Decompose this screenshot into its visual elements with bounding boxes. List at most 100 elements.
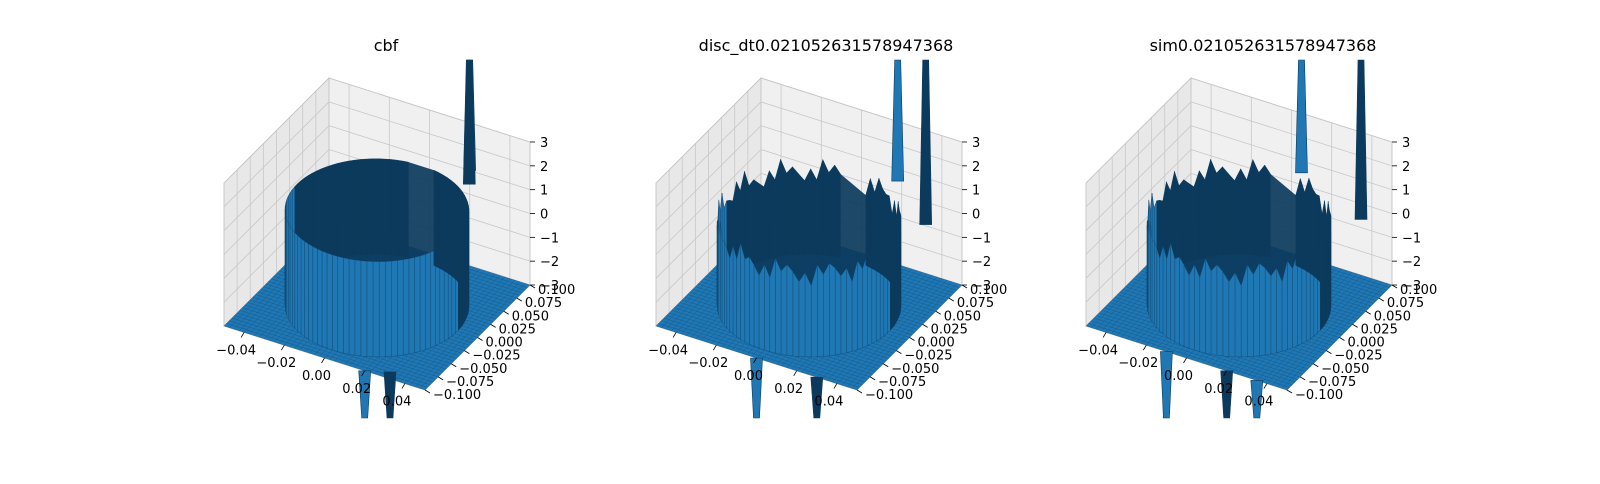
ring-wall-facet [327,165,332,262]
ring-wall-facet [397,260,403,356]
ring-wall-facet [745,171,750,268]
surface-spike [1160,352,1172,418]
ring-wall-facet [290,226,292,325]
ring-wall-facet [1171,243,1175,342]
ring-wall-facet [1199,171,1205,259]
subplot-sim: sim0.021052631578947368 −0.04−0.020.000.… [1078,36,1437,418]
ring-wall-facet [817,265,823,357]
y-tick-label: −0.025 [1334,349,1382,364]
z-tick-label: 1 [540,184,548,199]
x-tick [1264,384,1267,389]
ring-wall-facet [1241,169,1247,255]
ring-wall-facet [1157,248,1160,331]
subplot-title: cbf [374,36,399,55]
y-tick [962,285,967,288]
x-tick-label: 0.00 [1164,369,1193,384]
x-tick [241,332,244,337]
ring-wall-facet [799,174,805,255]
y-tick [910,338,915,341]
y-tick [1379,298,1384,301]
ring-wall-facet [1189,264,1194,350]
ring-wall-facet [355,260,361,356]
ring-wall-facet [367,261,373,357]
ring-wall-facet [447,177,451,275]
x-tick [402,384,405,389]
ring-wall-facet [1259,263,1265,356]
ring-wall-facet [895,201,897,291]
y-tick [1313,364,1318,367]
z-tick-label: −3 [1402,279,1421,294]
ring-wall-facet [438,172,442,270]
ring-wall-facet [781,265,787,356]
y-tick-label: −0.075 [878,375,926,390]
ring-wall-facet [835,268,841,355]
ring-wall-facet [403,259,409,355]
ring-wall-facet [764,264,769,351]
ring-wall-facet [443,175,447,273]
ring-wall-facet [1271,268,1277,354]
ring-wall-facet [883,189,886,278]
x-tick-label: −0.04 [648,343,688,358]
ring-wall-facet [1316,194,1319,281]
ring-wall-facet [403,161,409,257]
y-tick-label: −0.100 [865,388,913,403]
ring-wall-facet [1175,257,1180,344]
z-tick-label: −3 [540,279,559,294]
ring-wall-facet [745,257,750,344]
ring-wall-facet [1305,178,1309,273]
ring-wall-facet [847,268,853,353]
y-tick-label: 0.050 [512,309,549,324]
z-tick-label: 2 [972,160,980,175]
ring-wall-facet [343,161,349,258]
x-tick-label: 0.02 [342,382,371,397]
ring-wall-facet [898,201,899,297]
x-tick [1103,332,1106,337]
ring-wall-facet [1163,245,1167,336]
ring-wall-facet [343,258,349,355]
ring-wall-facet [1150,222,1152,322]
ring-wall-facet [466,199,467,298]
ring-wall-facet [811,169,817,255]
ring-wall-facet [287,220,288,319]
z-tick-label: 2 [540,160,548,175]
ring-wall-facet [1154,241,1157,328]
ring-wall-facet [879,178,883,275]
y-tick [1392,285,1397,288]
ring-wall-facet [1223,272,1229,357]
ring-wall-facet [730,245,733,334]
ring-wall-facet [1194,264,1199,351]
ring-wall-facet [1327,201,1329,294]
ring-wall-facet [1313,189,1316,278]
ring-wall-facet [841,268,847,354]
ring-wall-facet [1223,167,1229,255]
y-tick-label: −0.075 [1308,375,1356,390]
y-tick-label: −0.050 [891,362,939,377]
ring-wall-facet [463,192,465,291]
y-tick [1300,377,1305,380]
ring-wall-facet [1325,201,1327,291]
z-tick-label: −3 [972,279,991,294]
y-tick [1366,311,1371,314]
ring-wall-facet [1235,169,1241,254]
ring-wall-facet [870,178,874,270]
y-tick [949,298,954,301]
y-tick [517,298,522,301]
ring-wall-facet [1184,180,1189,264]
surface-spike [920,60,932,225]
ring-wall-facet [332,163,337,260]
ring-wall-facet [829,165,835,256]
ring-wall-facet [759,183,764,262]
y-tick [451,364,456,367]
y-tick-label: 0.000 [486,336,523,351]
ring-wall-facet [1194,171,1199,261]
subplot-title: disc_dt0.021052631578947368 [699,36,954,56]
ring-wall-facet [1247,265,1253,357]
ring-wall-facet [737,243,741,340]
z-tick-label: −2 [540,255,559,270]
ring-wall-facet [288,223,290,322]
ring-wall-facet [720,222,722,322]
ring-wall-facet [460,189,462,287]
ring-wall-facet [875,178,879,273]
ring-wall-facet [857,261,862,350]
ring-wall-facet [457,186,460,284]
